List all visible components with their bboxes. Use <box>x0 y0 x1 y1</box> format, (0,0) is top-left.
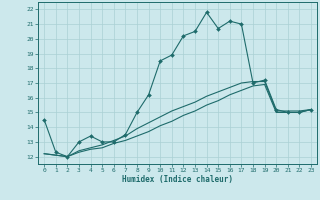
X-axis label: Humidex (Indice chaleur): Humidex (Indice chaleur) <box>122 175 233 184</box>
